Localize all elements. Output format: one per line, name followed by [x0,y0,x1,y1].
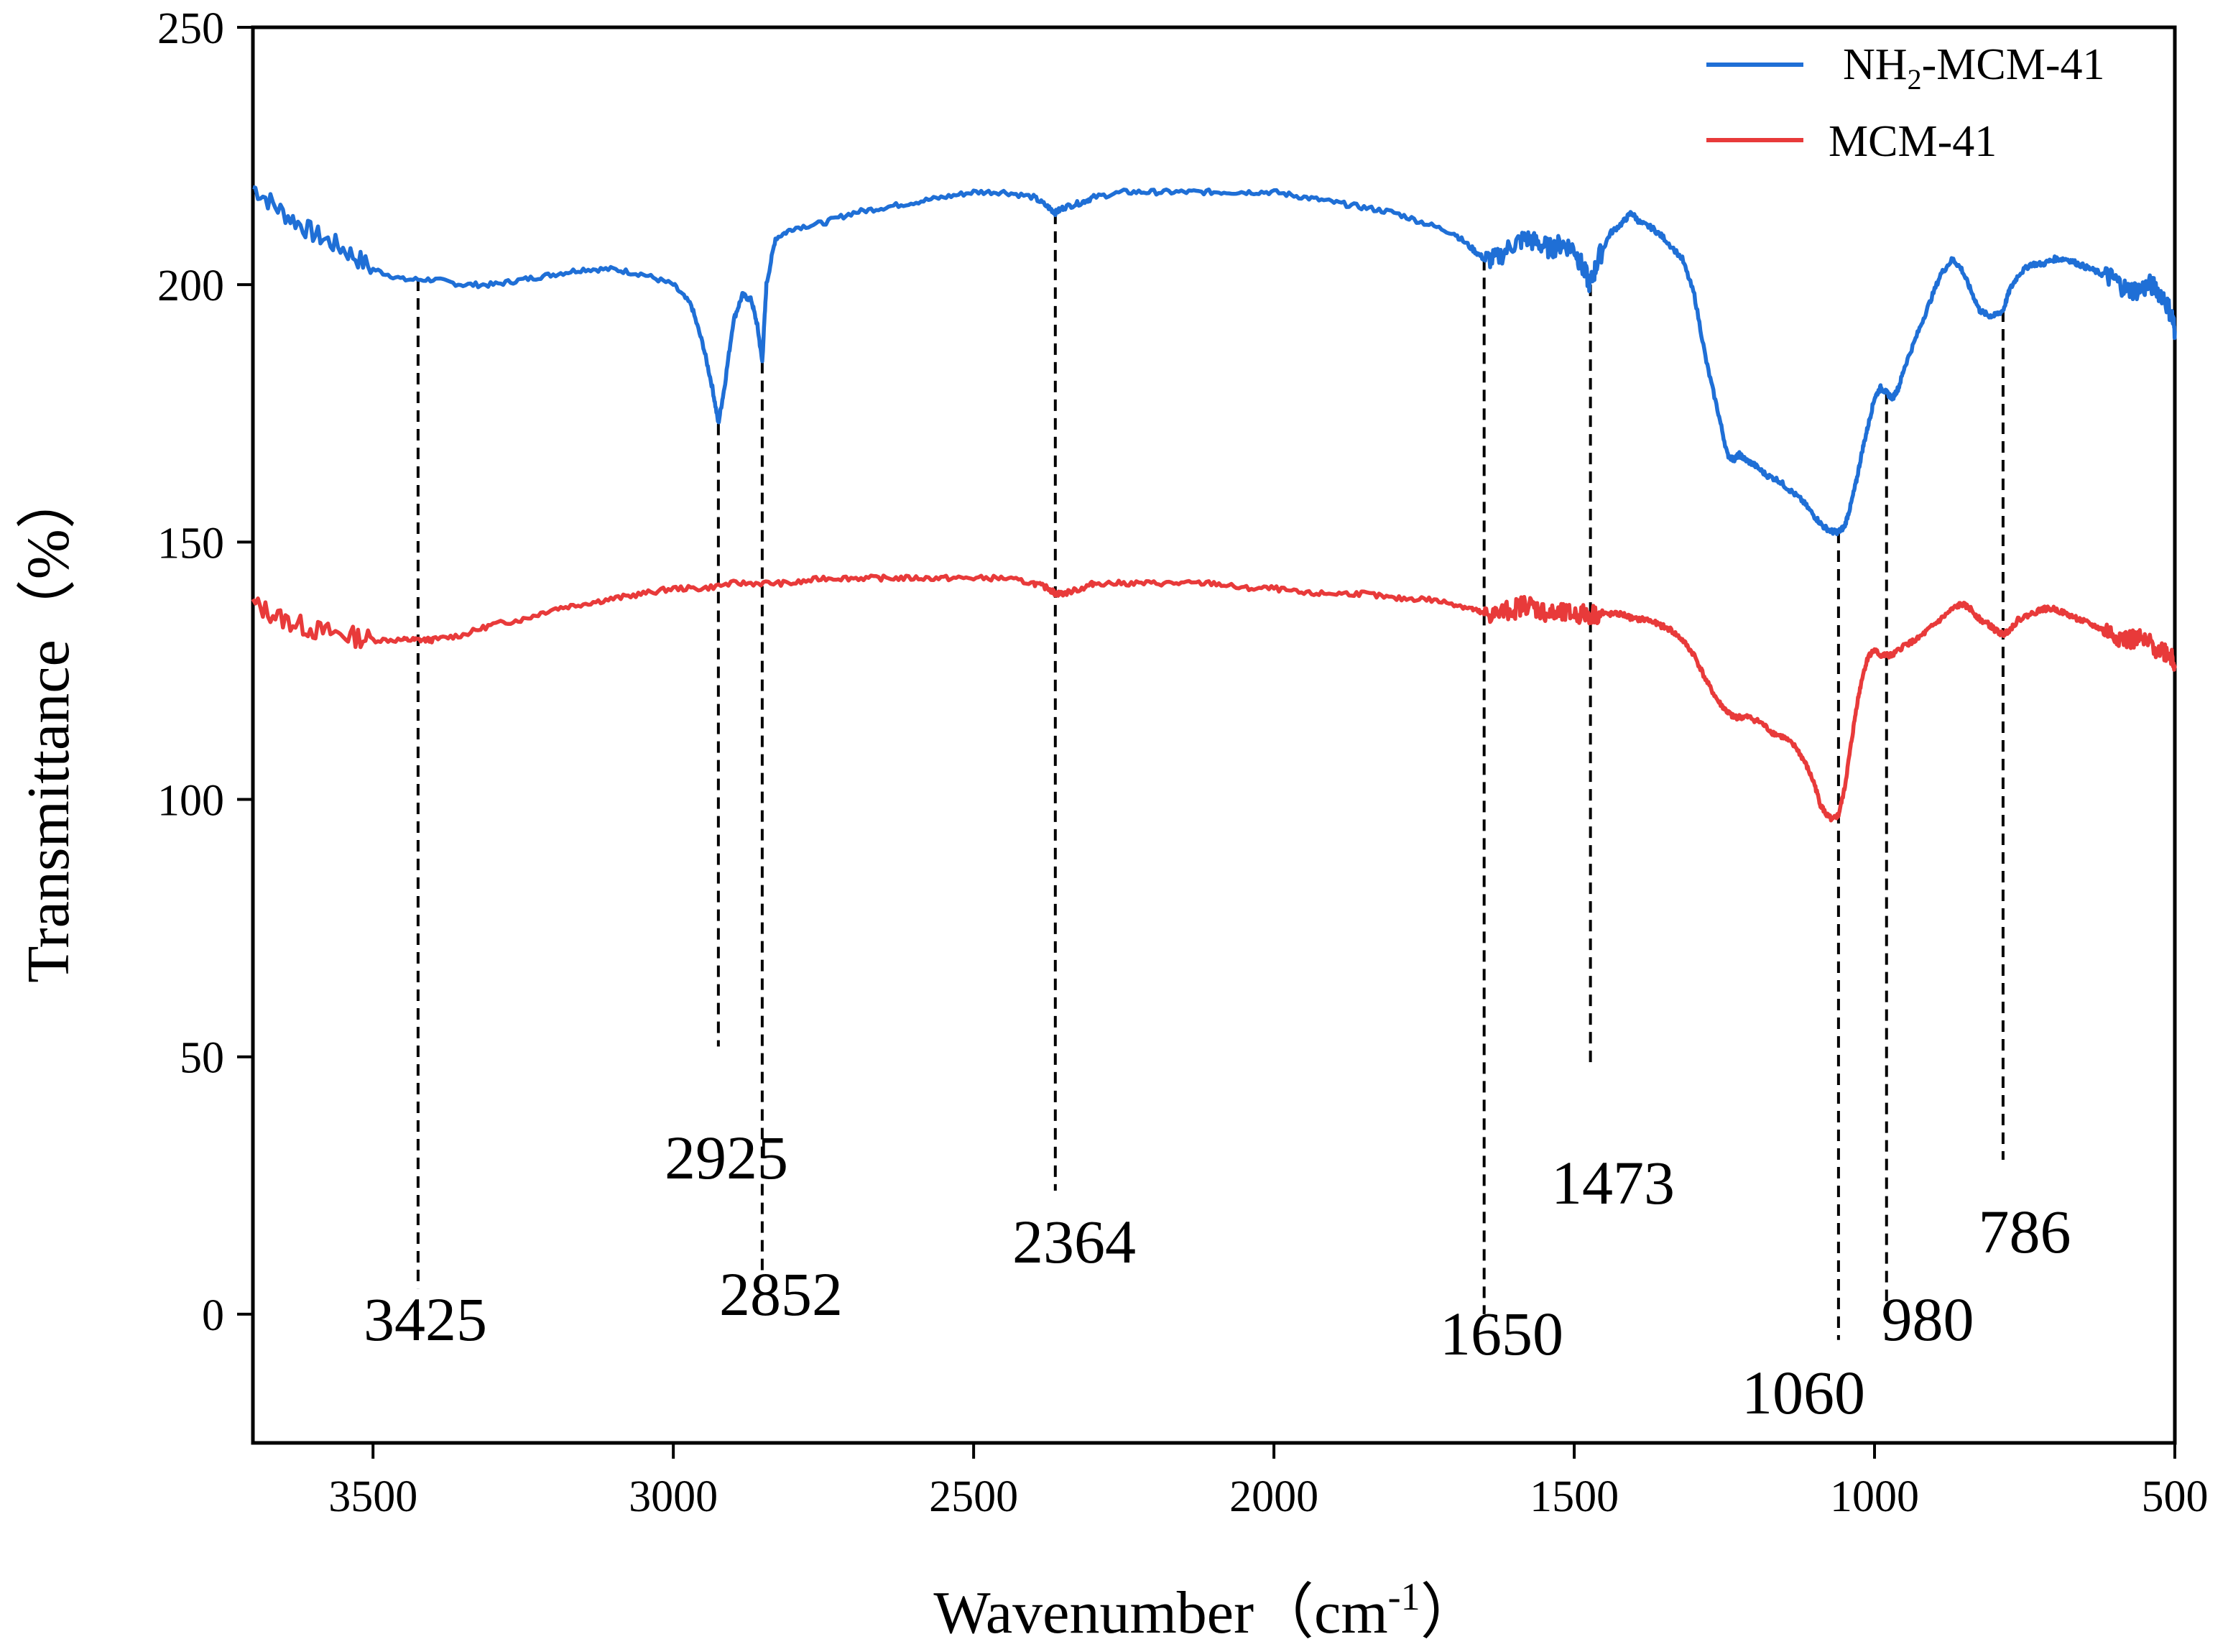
x-axis-ticks: 3500 3000 2500 2000 1500 1000 500 [328,1443,2209,1521]
peak-label-3425: 3425 [364,1285,487,1354]
peak-label-980: 980 [1882,1285,1974,1354]
peak-label-1473: 1473 [1551,1148,1675,1217]
series-line-nh2-mcm-41 [252,185,2177,537]
y-tick-label-100: 100 [157,777,224,826]
x-tick-label-3000: 3000 [629,1472,718,1521]
y-axis-title: Transmittance（%） [15,469,82,982]
y-tick-label-250: 250 [157,4,224,53]
y-tick-label-50: 50 [180,1034,224,1083]
x-axis-title: Wavenumber（cm-1） [933,1575,1480,1646]
y-axis-ticks: 0 50 100 150 200 250 [157,4,253,1340]
legend-label-mcm-41: MCM-41 [1829,117,1997,166]
x-tick-label-2000: 2000 [1229,1472,1318,1521]
x-tick-label-2500: 2500 [929,1472,1018,1521]
peak-label-1650: 1650 [1440,1299,1563,1368]
plot-frame [251,25,2177,1445]
x-tick-label-1500: 1500 [1530,1472,1619,1521]
y-tick-label-200: 200 [157,262,224,310]
peak-label-2364: 2364 [1012,1207,1136,1276]
peak-label-786: 786 [1979,1197,2071,1266]
x-tick-label-3500: 3500 [328,1472,417,1521]
y-tick-label-150: 150 [157,519,224,568]
series-line-mcm-41 [251,573,2177,823]
peak-label-1060: 1060 [1742,1358,1865,1427]
peak-label-2852: 2852 [719,1260,843,1329]
peak-marker-lines [416,212,2005,1340]
x-tick-label-500: 500 [2142,1472,2209,1521]
y-tick-label-0: 0 [202,1291,224,1340]
legend: NH2-MCM-41 MCM-41 [1706,40,2104,166]
x-tick-label-1000: 1000 [1830,1472,1919,1521]
peak-label-2925: 2925 [665,1123,788,1192]
legend-label-nh2-mcm-41: NH2-MCM-41 [1843,40,2104,96]
